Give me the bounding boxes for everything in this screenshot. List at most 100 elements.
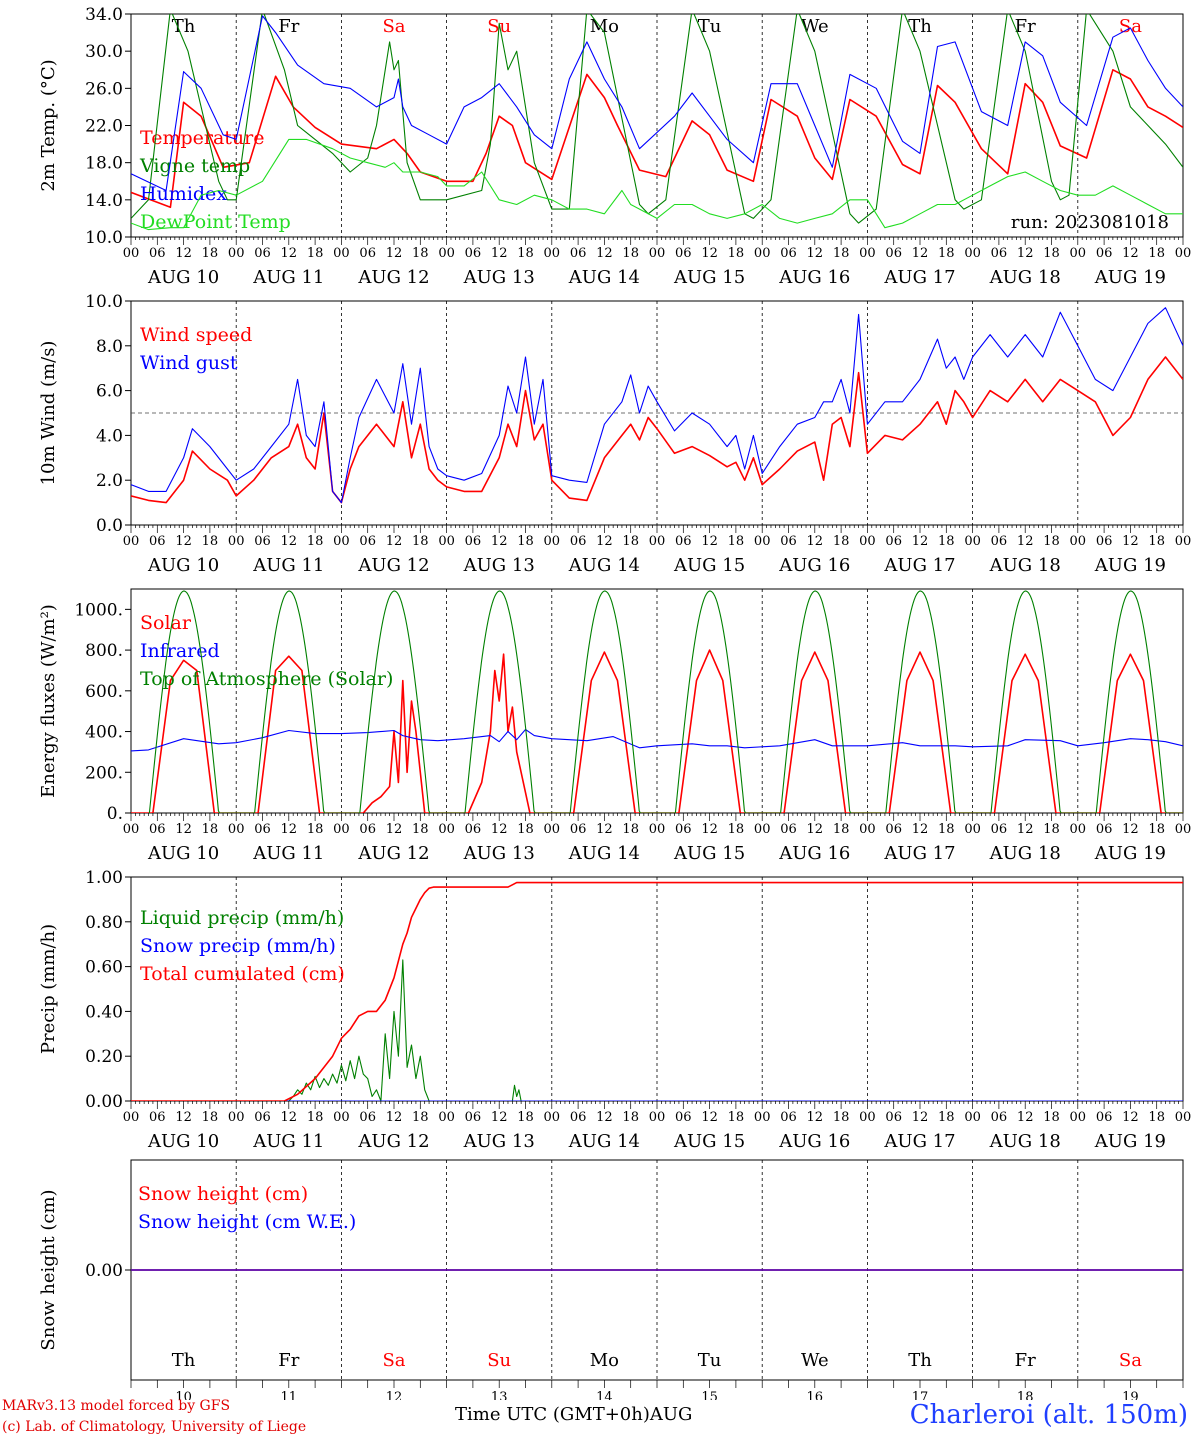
date-label: AUG 14	[568, 843, 640, 864]
hour-tick-label: 00	[1175, 534, 1192, 549]
y-tick-label: 0.80	[85, 913, 123, 933]
hour-tick-label: 06	[885, 822, 902, 837]
hour-tick-label: 06	[465, 822, 482, 837]
hour-tick-label: 18	[728, 534, 745, 549]
hour-tick-label: 00	[544, 1110, 561, 1125]
y-tick-label: 400.	[85, 723, 123, 743]
hour-tick-label: 00	[964, 1110, 981, 1125]
hour-tick-label: 18	[412, 534, 429, 549]
date-label: AUG 11	[252, 267, 324, 288]
date-label: AUG 19	[1094, 267, 1166, 288]
hour-tick-label: 12	[1122, 1110, 1139, 1125]
weekday-label: Sa	[382, 16, 405, 37]
legend-liquid-precip-mm-h: Liquid precip (mm/h)	[140, 907, 344, 929]
hour-tick-label: 00	[754, 246, 771, 261]
weekday-label: Mo	[590, 1350, 619, 1371]
day-number-label: 13	[491, 1390, 508, 1400]
date-label: AUG 16	[778, 843, 850, 864]
y-tick-label: 30.0	[85, 42, 123, 62]
date-label: AUG 11	[252, 843, 324, 864]
date-label: AUG 12	[357, 267, 429, 288]
weekday-label: Sa	[1119, 1350, 1142, 1371]
hour-tick-label: 18	[412, 1110, 429, 1125]
y-tick-label: 4.0	[96, 426, 123, 446]
hour-tick-label: 18	[307, 822, 324, 837]
y-tick-label: 10.0	[85, 228, 123, 248]
hour-tick-label: 06	[1096, 246, 1113, 261]
hour-tick-label: 00	[228, 822, 245, 837]
hour-tick-label: 00	[964, 534, 981, 549]
hour-tick-label: 12	[807, 822, 824, 837]
hour-tick-label: 00	[333, 1110, 350, 1125]
hour-tick-label: 18	[938, 822, 955, 837]
hour-tick-label: 00	[859, 246, 876, 261]
hour-tick-label: 12	[596, 246, 613, 261]
hour-tick-label: 12	[1122, 246, 1139, 261]
y-tick-label: 8.0	[96, 337, 123, 357]
hour-tick-label: 00	[649, 1110, 666, 1125]
y-tick-label: 6.0	[96, 382, 123, 402]
date-label: AUG 10	[147, 1131, 219, 1152]
hour-tick-label: 06	[991, 822, 1008, 837]
date-label: AUG 14	[568, 555, 640, 576]
y-axis-label: Snow height (cm)	[38, 1189, 59, 1350]
hour-tick-label: 06	[149, 534, 166, 549]
hour-tick-label: 18	[1043, 1110, 1060, 1125]
hour-tick-label: 06	[991, 534, 1008, 549]
weekday-label: Sa	[1119, 16, 1142, 37]
hour-tick-label: 00	[649, 534, 666, 549]
hour-tick-label: 18	[833, 1110, 850, 1125]
y-tick-label: 0.00	[85, 1092, 123, 1112]
hour-tick-label: 06	[254, 246, 271, 261]
hour-tick-label: 18	[833, 822, 850, 837]
legend-snow-height-cm: Snow height (cm)	[138, 1183, 308, 1205]
hour-tick-label: 06	[1096, 822, 1113, 837]
hour-tick-label: 18	[622, 822, 639, 837]
date-label: AUG 10	[147, 555, 219, 576]
hour-tick-label: 00	[1175, 1110, 1192, 1125]
weekday-label: Su	[487, 1350, 511, 1371]
hour-tick-label: 00	[228, 534, 245, 549]
hour-tick-label: 12	[596, 1110, 613, 1125]
y-tick-label: 200.	[85, 763, 123, 783]
date-label: AUG 12	[357, 843, 429, 864]
hour-tick-label: 18	[938, 1110, 955, 1125]
hour-tick-label: 06	[570, 246, 587, 261]
hour-tick-label: 00	[964, 246, 981, 261]
hour-tick-label: 12	[596, 534, 613, 549]
date-label: AUG 16	[778, 267, 850, 288]
y-tick-label: 2.0	[96, 471, 123, 491]
hour-tick-label: 00	[123, 822, 140, 837]
hour-tick-label: 18	[307, 246, 324, 261]
legend-top-of-atmosphere-solar: Top of Atmosphere (Solar)	[140, 668, 393, 690]
legend-vigne-temp: Vigne temp	[139, 155, 250, 177]
hour-tick-label: 18	[202, 534, 219, 549]
panel-snow: 0.00 Snow height (cm) Th 10 Fr 11 Sa 12 Su 13 Mo 14…	[38, 1159, 1184, 1400]
hour-tick-label: 00	[228, 246, 245, 261]
date-label: AUG 15	[673, 555, 745, 576]
y-tick-label: 14.0	[85, 191, 123, 211]
series-line-wind-gust	[131, 307, 1183, 504]
hour-tick-label: 00	[438, 822, 455, 837]
hour-tick-label: 12	[175, 534, 192, 549]
hour-tick-label: 18	[622, 1110, 639, 1125]
hour-tick-label: 06	[885, 534, 902, 549]
hour-tick-label: 12	[386, 534, 403, 549]
hour-tick-label: 00	[123, 246, 140, 261]
hour-tick-label: 06	[465, 246, 482, 261]
hour-tick-label: 00	[438, 246, 455, 261]
hour-tick-label: 18	[1148, 534, 1165, 549]
hour-tick-label: 00	[1175, 246, 1192, 261]
y-tick-label: 0.0	[96, 516, 123, 536]
date-label: AUG 14	[568, 267, 640, 288]
y-tick-label: 18.0	[85, 154, 123, 174]
hour-tick-label: 18	[833, 534, 850, 549]
hour-tick-label: 06	[570, 1110, 587, 1125]
date-label: AUG 19	[1094, 555, 1166, 576]
hour-tick-label: 06	[254, 534, 271, 549]
hour-tick-label: 12	[491, 246, 508, 261]
hour-tick-label: 18	[1148, 246, 1165, 261]
hour-tick-label: 12	[1017, 246, 1034, 261]
hour-tick-label: 18	[517, 534, 534, 549]
hour-tick-label: 06	[991, 246, 1008, 261]
